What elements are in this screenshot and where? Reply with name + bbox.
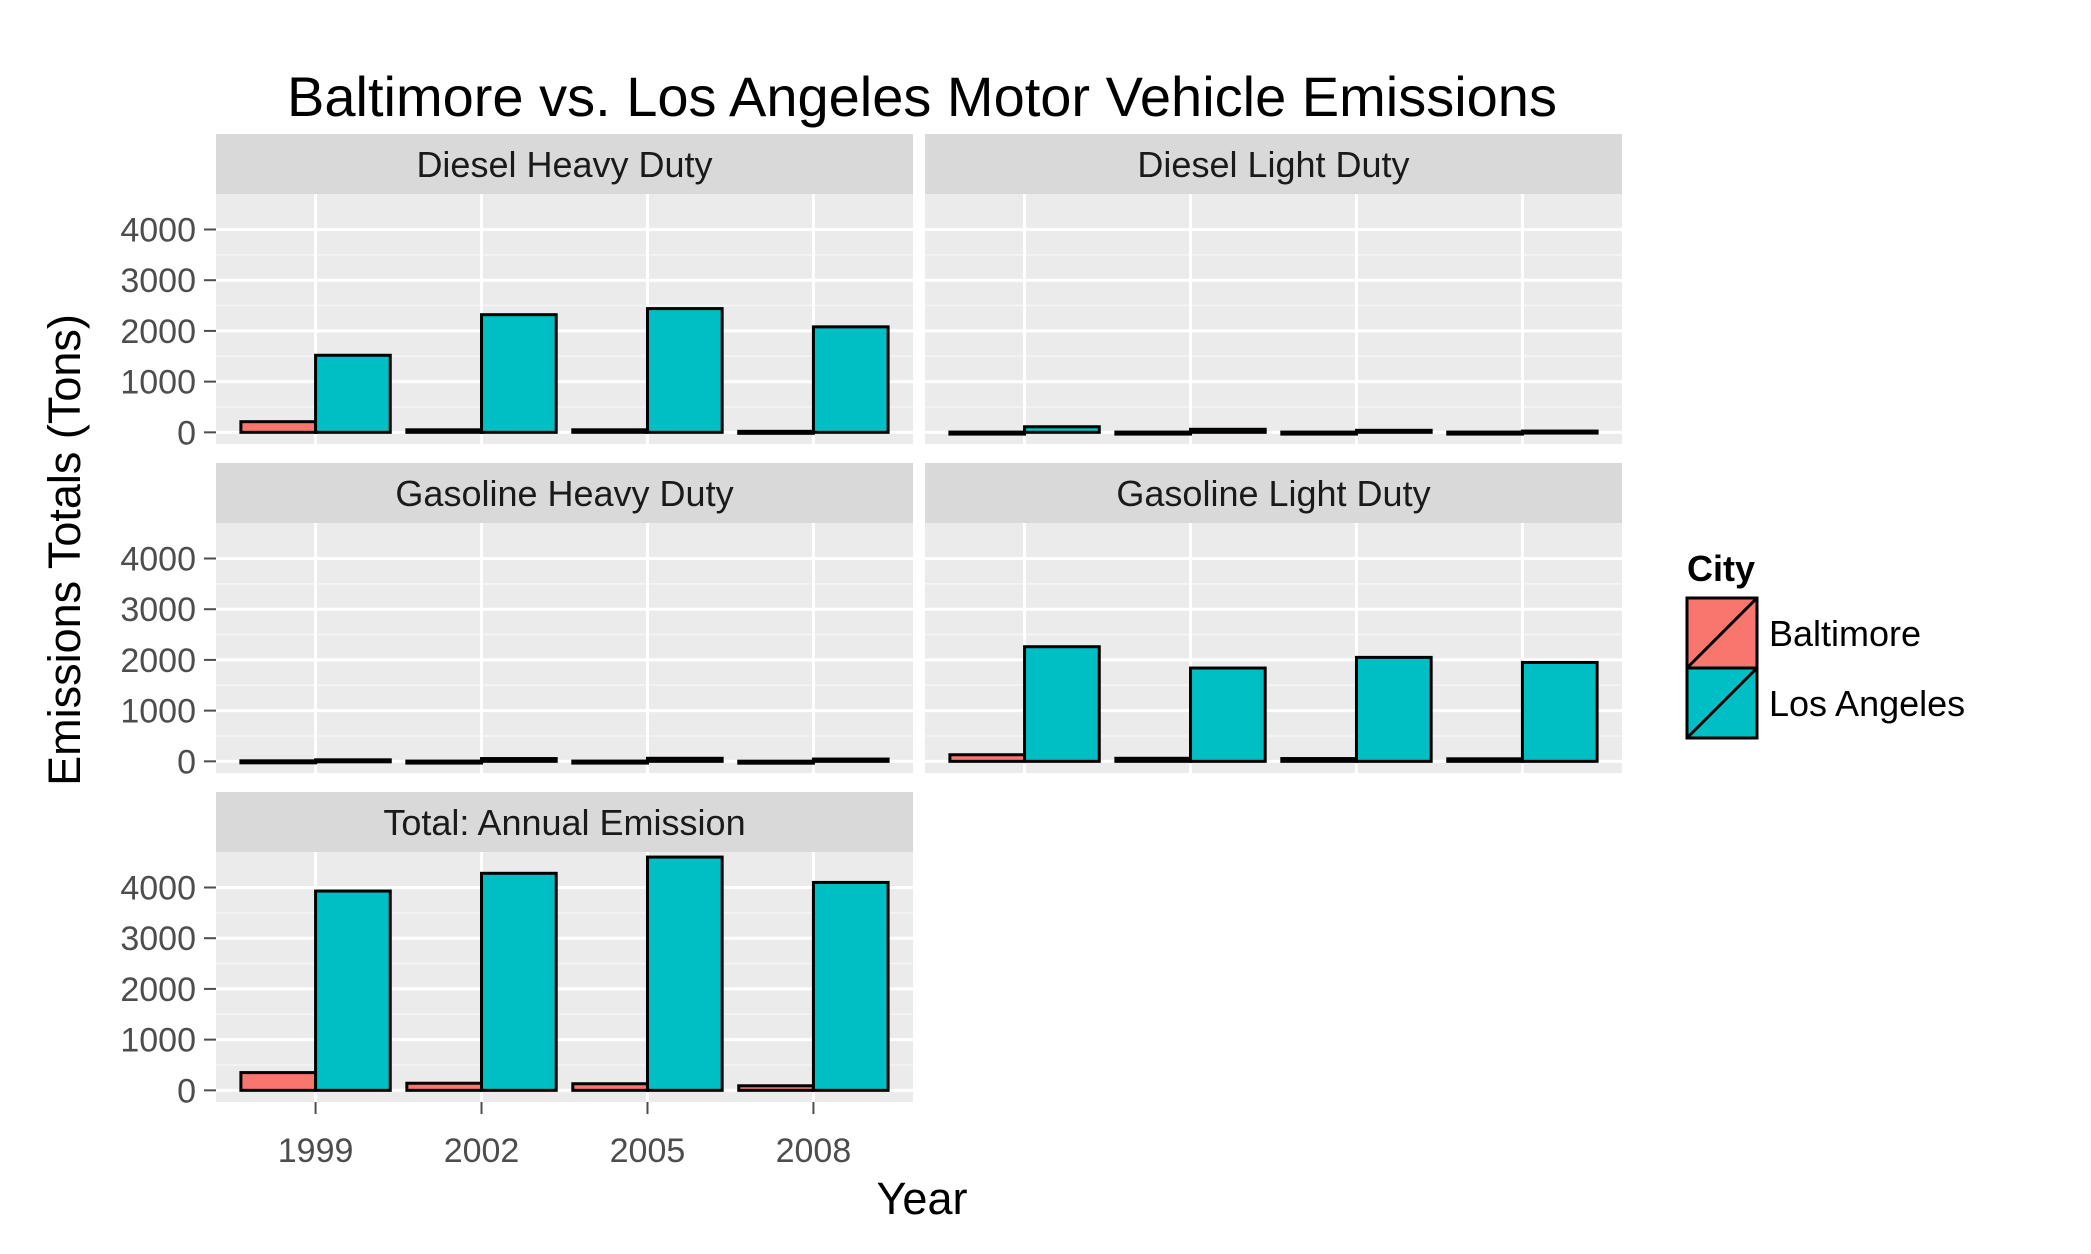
plot-background — [216, 523, 913, 773]
facet-strip-label: Gasoline Heavy Duty — [395, 473, 733, 514]
facet-strip — [216, 792, 913, 852]
facet-strip — [216, 463, 913, 523]
y-tick-label: 4000 — [120, 540, 196, 578]
bar-los-angeles — [1023, 425, 1101, 434]
bar-los-angeles — [1354, 655, 1433, 763]
bar-baltimore — [1280, 430, 1358, 436]
bar-baltimore — [1446, 430, 1524, 436]
y-tick-label: 0 — [177, 414, 196, 452]
bar-los-angeles — [811, 325, 890, 434]
legend-entry: Los Angeles — [1685, 666, 1965, 740]
y-tick-label: 3000 — [120, 591, 196, 629]
bar-baltimore — [1114, 756, 1193, 763]
bar-los-angeles — [645, 855, 724, 1092]
facet-strip-label: Gasoline Light Duty — [1116, 473, 1430, 514]
facet-panel: Diesel Light Duty — [925, 134, 1622, 444]
facet-strip — [216, 134, 913, 194]
bar-los-angeles — [1189, 666, 1267, 763]
x-axis-title: Year — [877, 1173, 968, 1224]
bar-baltimore — [571, 428, 649, 434]
bar-baltimore — [571, 1082, 649, 1092]
bar-los-angeles — [1023, 645, 1101, 763]
bar-baltimore — [737, 1084, 815, 1092]
y-tick-label: 1000 — [120, 1022, 196, 1060]
bar-baltimore — [239, 759, 318, 765]
y-tick-label: 0 — [177, 743, 196, 781]
bar-baltimore — [737, 429, 815, 435]
y-tick-label: 0 — [177, 1072, 196, 1110]
bar-los-angeles — [1520, 429, 1599, 435]
bar-los-angeles — [645, 307, 724, 434]
bar-los-angeles — [314, 758, 392, 764]
chart-title: Baltimore vs. Los Angeles Motor Vehicle … — [287, 65, 1557, 128]
bar-baltimore — [948, 430, 1027, 436]
plot-background — [925, 194, 1622, 444]
y-axis-title: Emissions Totals (Tons) — [39, 314, 90, 786]
bar-los-angeles — [1520, 660, 1599, 763]
x-tick-label: 2005 — [610, 1132, 686, 1170]
legend-title: City — [1687, 548, 1755, 589]
bar-los-angeles — [811, 757, 890, 763]
y-tick-label: 1000 — [120, 693, 196, 731]
facet-strip — [925, 463, 1622, 523]
bar-los-angeles — [1189, 427, 1267, 434]
bar-los-angeles — [645, 756, 724, 763]
y-tick-label: 2000 — [120, 313, 196, 351]
bar-baltimore — [1114, 430, 1193, 436]
y-tick-label: 2000 — [120, 971, 196, 1009]
bar-baltimore — [1280, 757, 1358, 763]
bar-baltimore — [948, 753, 1027, 763]
legend-key-slash — [1685, 596, 1759, 670]
legend: City Baltimore Los Angeles — [1685, 548, 1965, 740]
bar-los-angeles — [1354, 428, 1433, 434]
bar-los-angeles — [480, 313, 558, 434]
bar-los-angeles — [480, 871, 558, 1092]
x-tick-label: 2002 — [444, 1132, 520, 1170]
bar-los-angeles — [811, 880, 890, 1092]
x-tick-label: 1999 — [278, 1132, 354, 1170]
bar-baltimore — [239, 420, 318, 434]
facet-panel: Gasoline Light Duty — [925, 463, 1622, 773]
legend-entry: Baltimore — [1685, 596, 1921, 670]
x-tick-label: 2008 — [776, 1132, 852, 1170]
bar-baltimore — [405, 759, 484, 765]
bar-baltimore — [239, 1071, 318, 1092]
legend-label: Los Angeles — [1769, 683, 1965, 724]
facet-panel: Gasoline Heavy Duty 0 1000 2000 3000 4000 — [120, 463, 913, 781]
facet-strip-label: Total: Annual Emission — [383, 802, 745, 843]
y-tick-label: 3000 — [120, 262, 196, 300]
facet-panel: Diesel Heavy Duty 0 1000 2000 3000 4000 — [120, 134, 913, 452]
facet-panel: Total: Annual Emission 0 1000 2000 3000 4000 1… — [120, 792, 913, 1170]
bar-baltimore — [1446, 757, 1524, 763]
bar-baltimore — [405, 428, 484, 434]
bar-los-angeles — [480, 757, 558, 763]
bar-baltimore — [571, 759, 649, 765]
y-tick-label: 3000 — [120, 920, 196, 958]
bar-baltimore — [405, 1081, 484, 1092]
facet-strip-label: Diesel Light Duty — [1137, 144, 1409, 185]
legend-label: Baltimore — [1769, 613, 1921, 654]
y-tick-label: 4000 — [120, 211, 196, 249]
facet-strip — [925, 134, 1622, 194]
y-tick-label: 1000 — [120, 364, 196, 402]
legend-key-slash — [1685, 666, 1759, 740]
y-tick-label: 2000 — [120, 642, 196, 680]
bar-los-angeles — [314, 889, 392, 1092]
facet-panels: Diesel Heavy Duty01000200030004000Diesel… — [120, 134, 1622, 1170]
facet-strip-label: Diesel Heavy Duty — [416, 144, 712, 185]
bar-baltimore — [737, 759, 815, 765]
bar-los-angeles — [314, 353, 392, 434]
y-tick-label: 4000 — [120, 869, 196, 907]
